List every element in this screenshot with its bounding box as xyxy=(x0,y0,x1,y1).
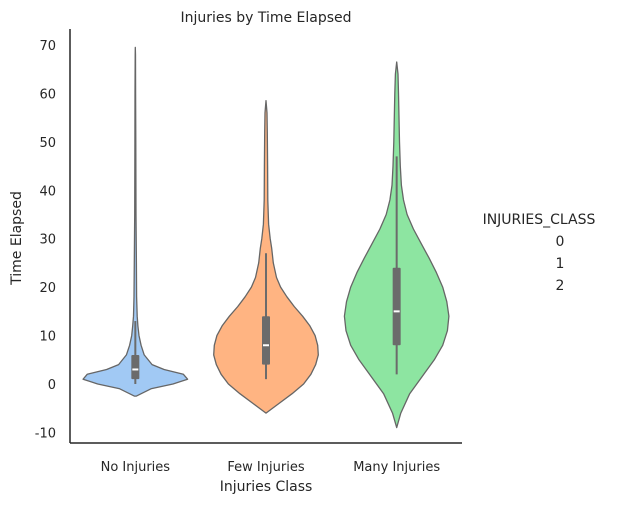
y-tick-label: 0 xyxy=(48,378,56,393)
y-tick-label: 30 xyxy=(39,233,56,248)
y-tick-label: 50 xyxy=(39,136,56,151)
x-tick-label-0: No Injuries xyxy=(101,460,171,475)
legend-entry-2: 2 xyxy=(556,278,565,294)
y-tick-label: 60 xyxy=(39,87,56,102)
violin-iqr-box-2 xyxy=(392,267,401,346)
axes-group: No Injuries Few Injuries Many Injuries -10 0… xyxy=(35,29,462,475)
x-tick-label-2: Many Injuries xyxy=(353,460,440,475)
y-axis-label: Time Elapsed xyxy=(9,191,25,286)
legend-entry-1: 1 xyxy=(556,256,565,272)
x-axis-label: Injuries Class xyxy=(220,479,313,495)
y-tick-label: 10 xyxy=(39,330,56,345)
y-tick-label: -10 xyxy=(35,426,56,441)
y-tick-label: 40 xyxy=(39,184,56,199)
violin-iqr-box-0 xyxy=(131,354,140,380)
chart-title: Injuries by Time Elapsed xyxy=(180,10,351,26)
legend-entry-0: 0 xyxy=(556,234,565,250)
y-tick-label: 70 xyxy=(39,39,56,54)
legend: INJURIES_CLASS 0 1 2 xyxy=(483,212,596,294)
y-tick-label: 20 xyxy=(39,281,56,296)
violins-group xyxy=(82,46,450,429)
violin-iqr-box-1 xyxy=(262,316,270,365)
violin-body-0 xyxy=(82,46,189,397)
legend-title: INJURIES_CLASS xyxy=(483,212,596,228)
x-tick-label-1: Few Injuries xyxy=(227,460,304,475)
